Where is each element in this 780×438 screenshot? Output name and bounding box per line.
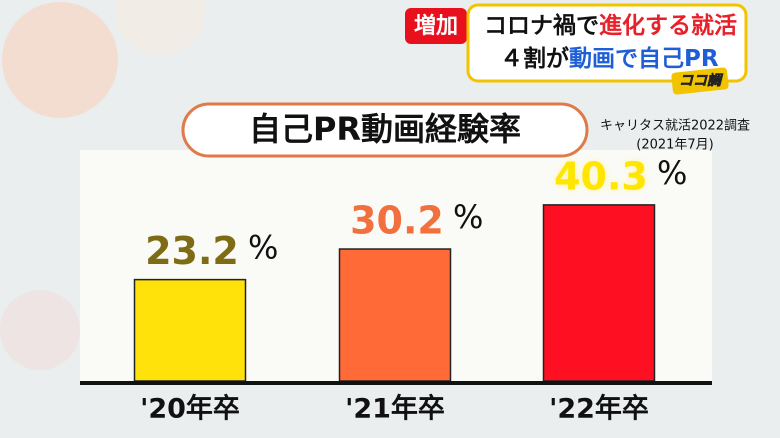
source-date: (2021年7月) — [636, 138, 714, 153]
headline: コロナ禍で進化する就活 — [484, 12, 737, 39]
value-label-glow: 40.3 — [554, 154, 648, 198]
value-unit: % — [248, 229, 278, 267]
source: キャリタス就活2022調査 — [600, 119, 750, 134]
x-tick-label: '21年卒 — [345, 393, 445, 425]
headline: ４割が動画で自己PR — [500, 45, 719, 72]
bar — [133, 278, 247, 382]
value-label: 30.2 — [350, 199, 444, 243]
decor — [115, 0, 205, 55]
x-tick-label: '22年卒 — [549, 393, 649, 425]
title-box — [181, 102, 589, 158]
badge: 増加 — [414, 13, 458, 39]
chart-title: 自己PR動画経験率 — [249, 110, 521, 148]
bar — [542, 204, 656, 382]
logo-box — [671, 67, 729, 95]
logo: ココ調 — [679, 72, 724, 89]
headline-box — [466, 3, 748, 83]
value-label: 40.3 — [554, 154, 648, 198]
value-unit: % — [657, 154, 687, 192]
bar — [338, 248, 452, 382]
badge-box — [405, 8, 467, 44]
decor — [2, 2, 118, 118]
value-label: 23.2 — [145, 229, 239, 273]
x-tick-label: '20年卒 — [140, 393, 240, 425]
value-unit: % — [453, 198, 483, 236]
decor — [0, 290, 80, 370]
